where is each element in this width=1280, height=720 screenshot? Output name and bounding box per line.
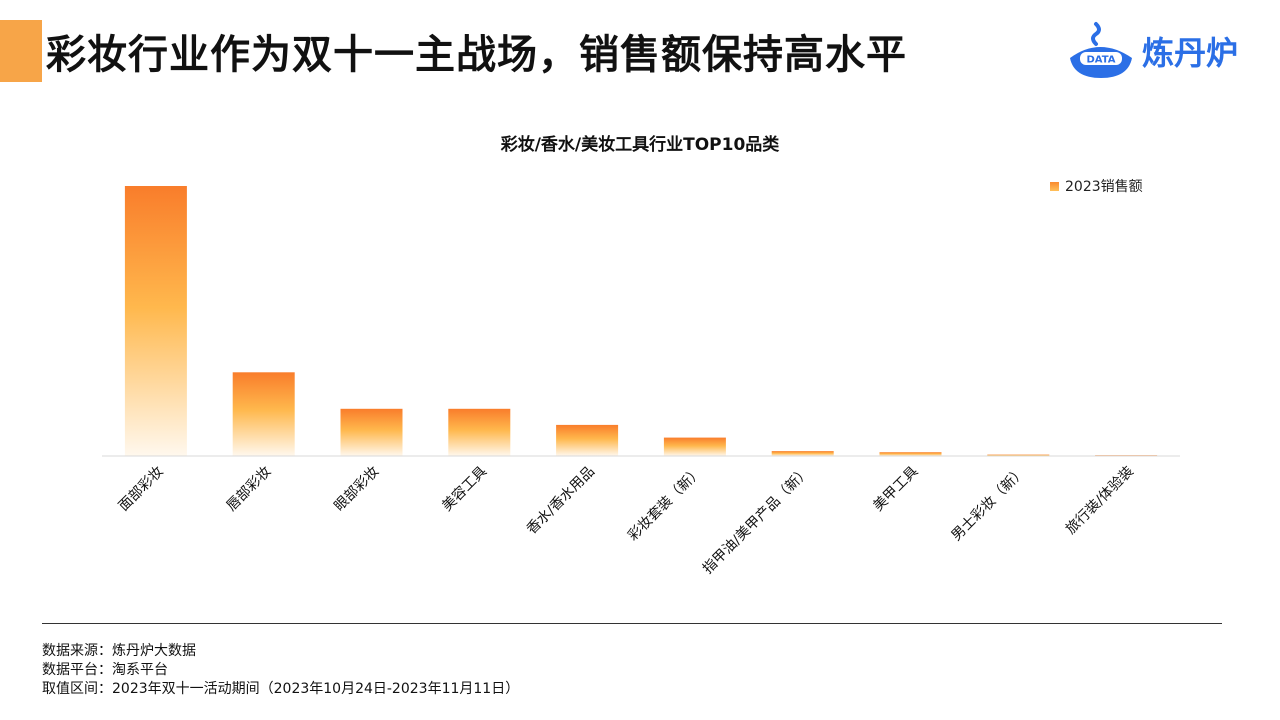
x-tick-label-7: 美甲工具 [870,464,921,515]
x-tick-label-3: 美容工具 [439,463,491,515]
x-tick-label-6: 指甲油/美甲产品（新） [700,464,814,578]
legend-label: 2023销售额 [1065,179,1143,195]
bar-0 [124,186,187,456]
title-accent-bar [0,20,42,82]
period-line: 取值区间：2023年双十一活动期间（2023年10月24日-2023年11月11… [42,681,520,697]
footer-divider [42,623,1222,624]
data-source-notes: 数据来源：炼丹炉大数据 数据平台：淘系平台 取值区间：2023年双十一活动期间（… [42,642,519,699]
x-tick-label-4: 香水/香水用品 [524,464,598,538]
logo-badge: DATA [1086,55,1115,66]
x-tick-label-5: 彩妆套装（新） [625,464,706,545]
x-tick-label-8: 男士彩妆（新） [949,464,1030,545]
bar-5 [663,437,726,456]
chart-title: 彩妆/香水/美妆工具行业TOP10品类 [500,135,780,155]
bar-3 [448,408,511,457]
x-tick-label-2: 眼部彩妆 [331,464,382,515]
logo-text: 炼丹炉 [1142,34,1239,72]
legend-swatch [1050,181,1059,191]
x-tick-label-0: 面部彩妆 [116,464,167,515]
page-title: 彩妆行业作为双十一主战场，销售额保持高水平 [46,32,907,78]
logo-pot-icon: DATA [1070,22,1132,78]
bar-6 [771,451,834,456]
x-tick-label-1: 唇部彩妆 [224,464,275,515]
chart-legend: 2023销售额 [1050,176,1143,196]
brand-logo: DATA 炼丹炉 [1066,18,1266,78]
bar-2 [340,408,403,457]
x-tick-label-9: 旅行装/体验装 [1063,464,1137,538]
bar-4 [556,424,619,456]
platform-line: 数据平台：淘系平台 [42,662,168,678]
bar-7 [879,452,942,456]
bar-1 [232,372,295,456]
source-line: 数据来源：炼丹炉大数据 [42,643,196,659]
bar-8 [987,454,1050,456]
